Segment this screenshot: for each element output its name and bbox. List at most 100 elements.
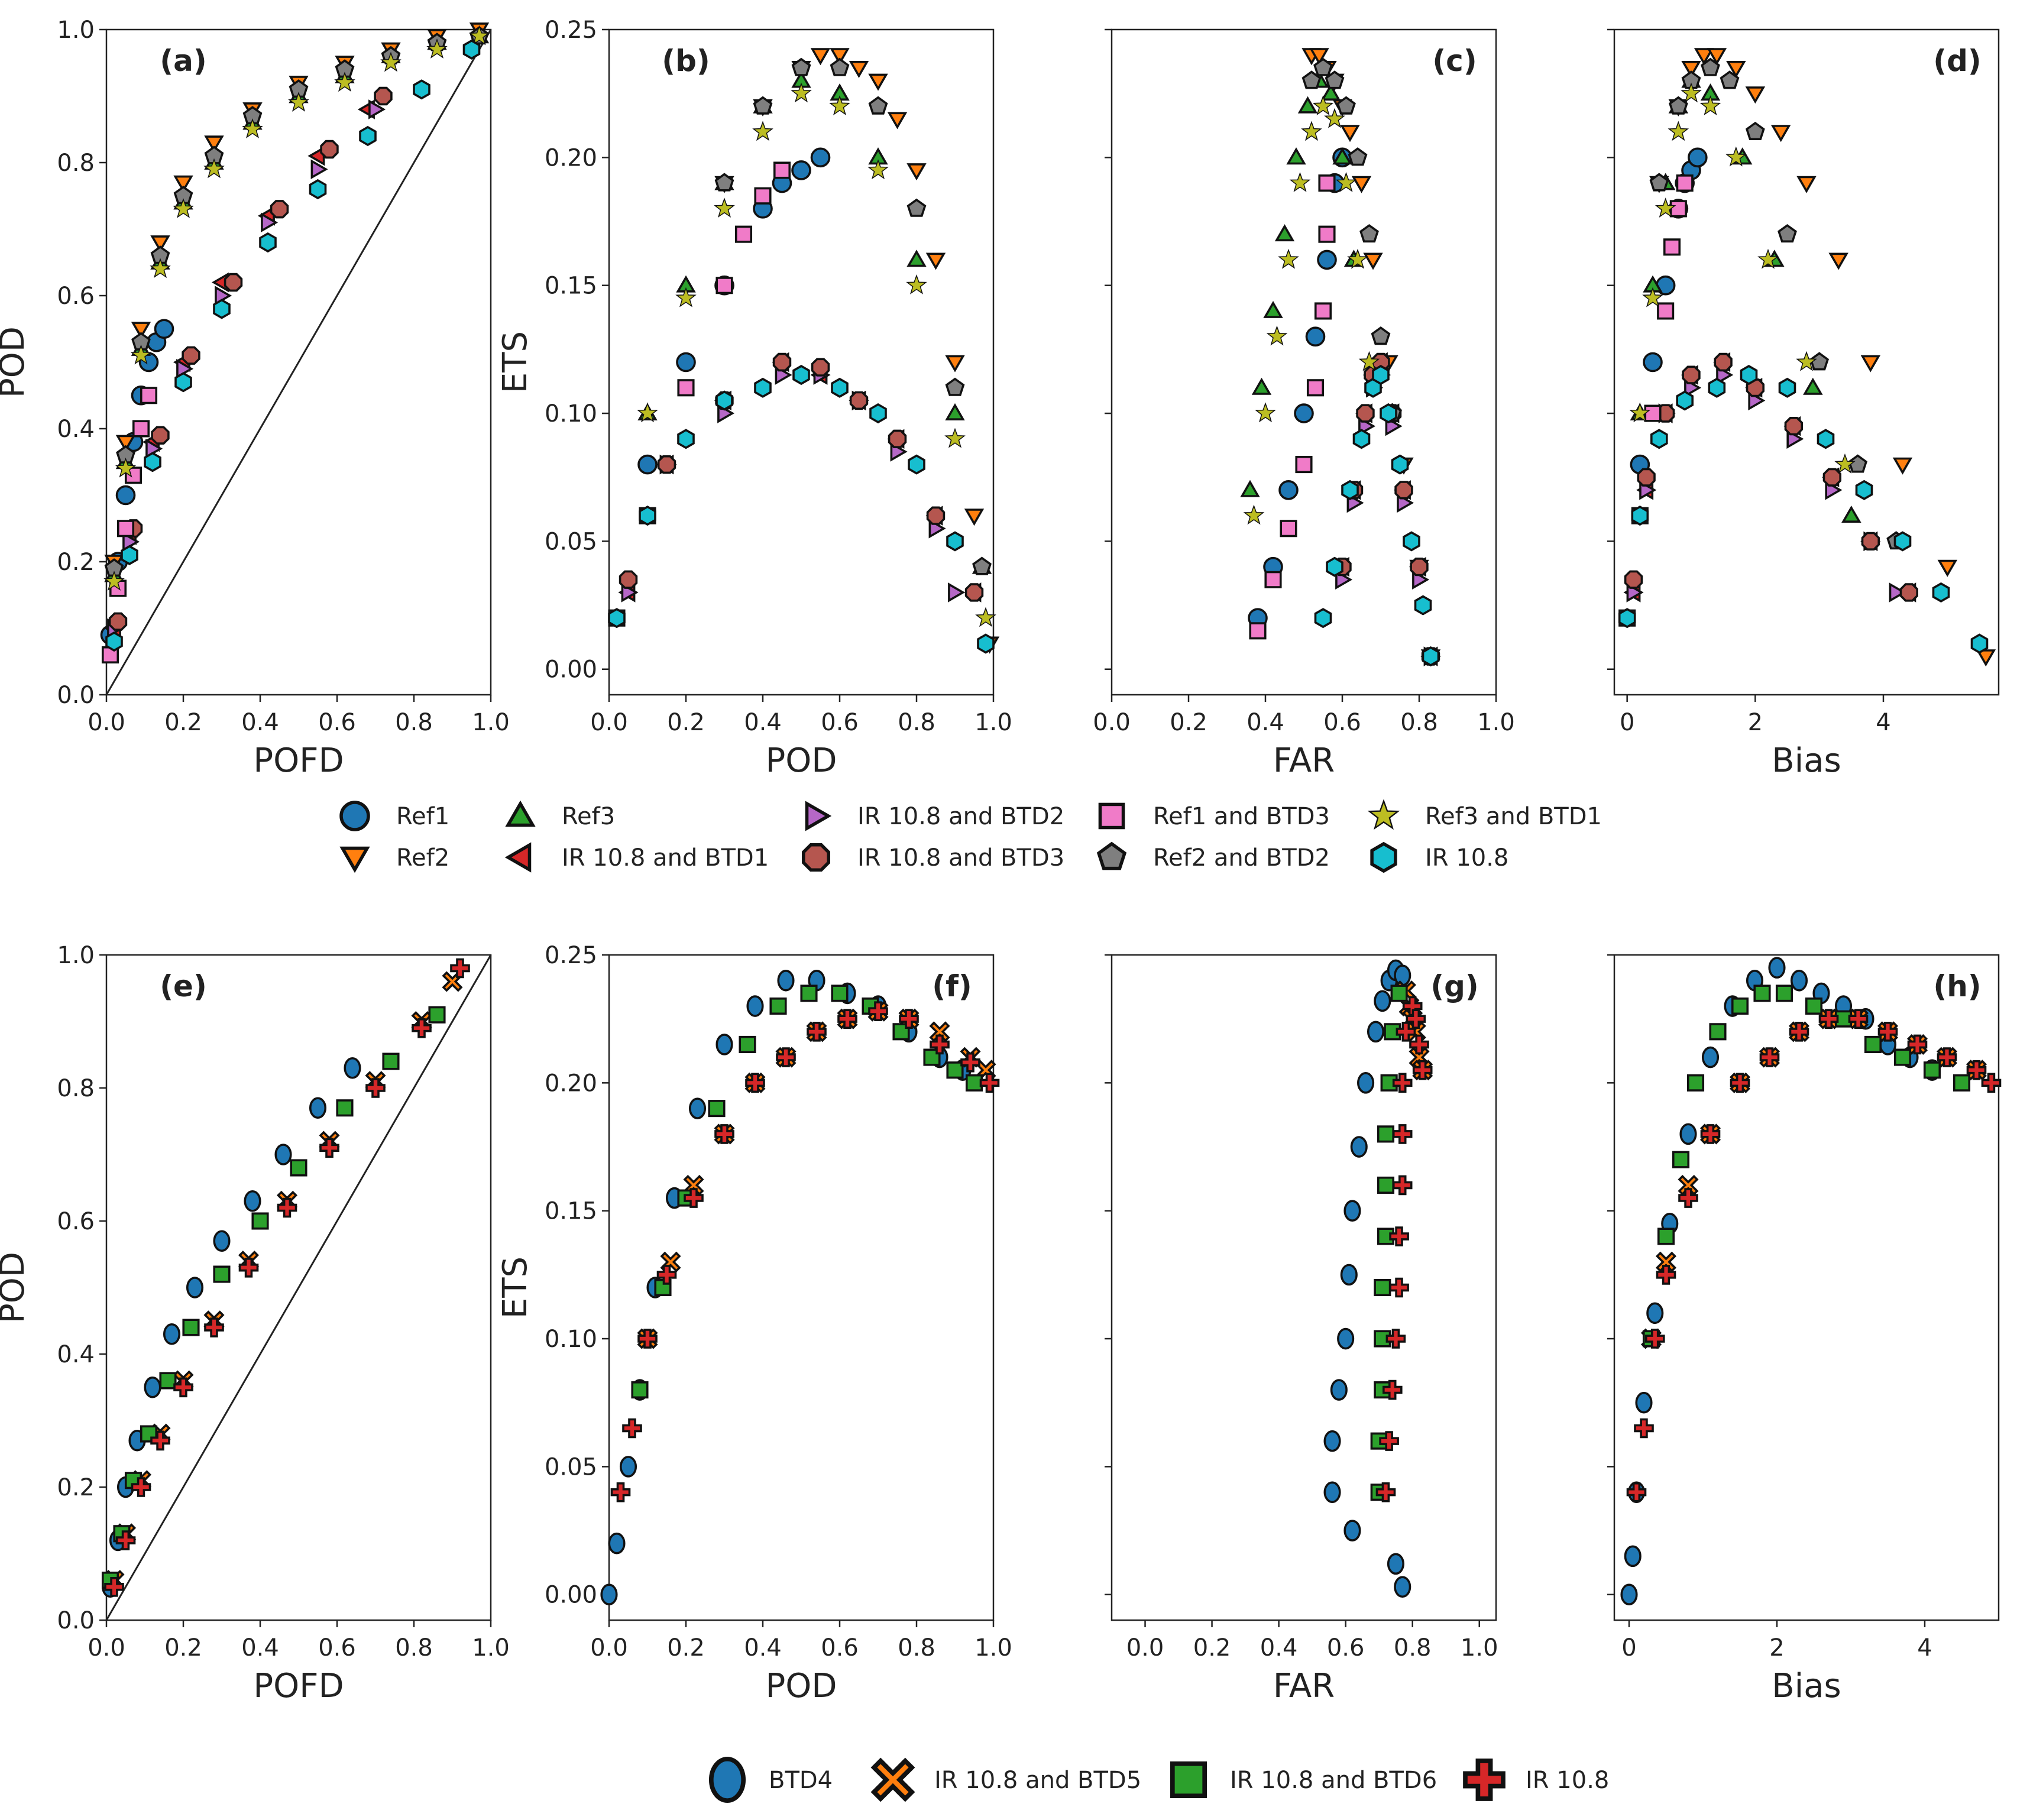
x-tick-label: 0.4 (744, 709, 782, 736)
data-point (791, 57, 811, 76)
data-point (772, 352, 792, 372)
legend-entry: Ref3 and BTD1 (1367, 799, 1602, 830)
panel-c: 0.0 0.2 0.4 0.6 0.8 1.0 FAR (c) (1093, 28, 1515, 780)
data-point (600, 1583, 618, 1606)
data-point (708, 1100, 726, 1118)
x-axis-label: Bias (1772, 1667, 1841, 1705)
data-point (1699, 95, 1721, 115)
series-ref3 (104, 26, 490, 582)
data-point (800, 985, 818, 1002)
panel-label: (d) (1933, 44, 1982, 78)
x-tick-label: 1.0 (472, 1634, 510, 1662)
x-tick-label: 0.6 (821, 709, 859, 736)
data-point (1937, 559, 1958, 577)
data-point (1374, 990, 1391, 1012)
legend-marker-triangle-down (339, 846, 370, 873)
data-point (1358, 351, 1380, 371)
data-point (1394, 481, 1413, 500)
y-tick-label: 0.20 (545, 1070, 597, 1097)
data-point (319, 1138, 339, 1158)
data-point (899, 1009, 919, 1029)
data-point (277, 1197, 297, 1218)
data-point (132, 420, 150, 438)
data-point (1822, 468, 1841, 487)
data-point (631, 1381, 649, 1399)
data-point (1343, 1200, 1361, 1222)
data-point (1645, 1329, 1665, 1349)
panel-label: (h) (1933, 969, 1981, 1003)
data-point (1775, 985, 1793, 1002)
data-point (1387, 1553, 1404, 1575)
y-tick-label: 0.8 (57, 150, 95, 177)
data-point (1278, 480, 1299, 500)
x-tick-label: 1.0 (1461, 1634, 1498, 1662)
data-point (868, 1001, 888, 1021)
legend-label: Ref1 (396, 803, 449, 830)
data-point (1937, 1047, 1957, 1067)
data-point (150, 258, 171, 278)
data-point (1351, 176, 1372, 193)
data-point (1745, 86, 1766, 104)
plot-frame (608, 954, 995, 1621)
legend-marker-circle (339, 801, 370, 831)
data-point (244, 1190, 261, 1212)
legend-marker-ellipse (708, 1756, 746, 1803)
data-point (926, 506, 946, 525)
data-point (979, 1073, 1000, 1093)
data-point (1392, 1175, 1413, 1196)
data-point (1323, 1430, 1341, 1452)
data-point (116, 520, 135, 537)
plot-frame (608, 28, 995, 696)
legend-entry: IR 10.8 and BTD6 (1170, 1761, 1437, 1799)
data-point (810, 48, 831, 66)
data-point (867, 159, 889, 180)
data-point (637, 1329, 658, 1349)
data-point (1352, 429, 1371, 449)
data-point (1740, 365, 1758, 386)
x-tick-label: 0.8 (395, 1634, 433, 1662)
series-ref3-and-btd1 (1629, 82, 1856, 474)
data-point (1626, 1482, 1647, 1502)
data-point (676, 352, 696, 373)
data-point (1907, 1034, 1928, 1055)
data-point (1305, 326, 1326, 347)
data-point (1828, 252, 1848, 270)
legend-marker-triangle-up (505, 800, 536, 827)
data-point (1796, 351, 1817, 371)
series-ir-10-8-and-btd3 (1624, 352, 1918, 602)
data-point (1877, 1022, 1898, 1042)
data-point (715, 390, 733, 411)
data-point (1701, 57, 1720, 76)
data-point (1789, 1022, 1809, 1042)
legend-entry: IR 10.8 and BTD3 (802, 843, 1064, 872)
x-tick-label: 0.4 (1260, 1634, 1298, 1662)
data-point (1637, 468, 1656, 487)
data-point (320, 140, 339, 159)
x-tick-label: 0.6 (1327, 1634, 1365, 1662)
series-ref3-and-btd1 (1243, 95, 1380, 525)
series-ir-10-8-and-btd6 (101, 1006, 446, 1589)
data-point (1631, 506, 1649, 526)
x-tick-label: 0.4 (241, 709, 279, 736)
data-point (1672, 1151, 1690, 1168)
x-tick-label: 1.0 (974, 709, 1012, 736)
data-point (1848, 454, 1868, 473)
data-point (715, 1034, 733, 1055)
plot-frame (1111, 28, 1497, 696)
legend-entry: Ref1 (339, 801, 449, 831)
data-point (130, 344, 152, 365)
data-point (1301, 121, 1322, 141)
data-point (868, 73, 888, 91)
legend-label: IR 10.8 and BTD3 (857, 844, 1064, 872)
data-point (1251, 377, 1272, 395)
data-point (150, 235, 170, 253)
data-point (1377, 1176, 1395, 1194)
legend-entry: BTD4 (708, 1756, 833, 1803)
data-point (637, 402, 658, 423)
data-point (1240, 480, 1260, 497)
data-point (140, 387, 158, 404)
data-point (1770, 125, 1791, 143)
data-point (945, 403, 965, 421)
data-point (1656, 1265, 1676, 1285)
x-axis-label: POFD (253, 1667, 344, 1705)
